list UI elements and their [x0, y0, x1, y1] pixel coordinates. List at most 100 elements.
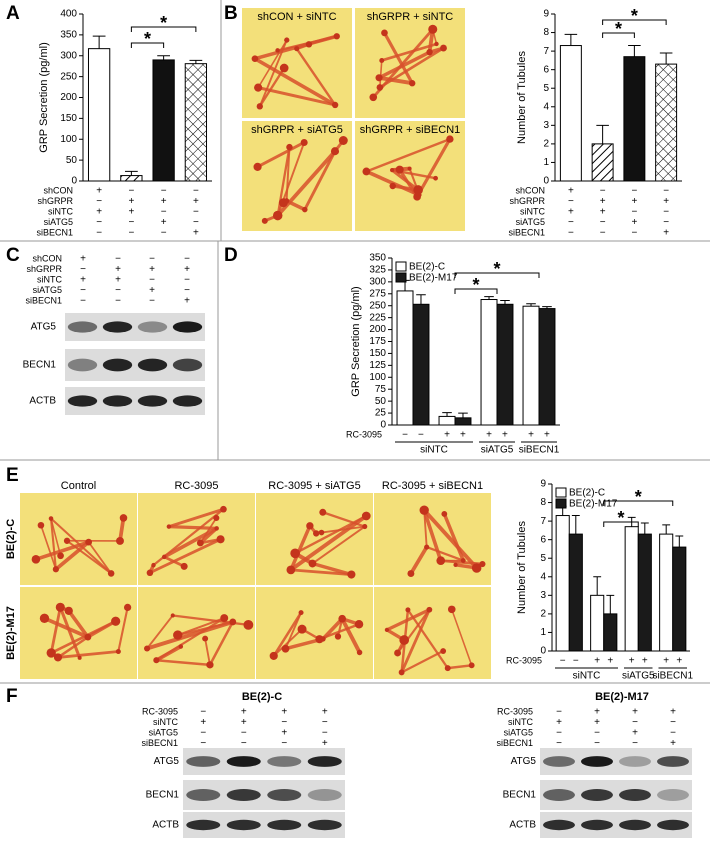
- cell-cluster: [108, 570, 115, 577]
- error-bar: [442, 413, 452, 417]
- condition-mark: −: [600, 186, 606, 197]
- blot-band: [138, 359, 167, 372]
- blot-band: [543, 820, 575, 830]
- condition-mark: −: [281, 717, 287, 728]
- error-bar: [93, 36, 106, 49]
- cell-cluster: [253, 163, 261, 171]
- condition-mark: −: [600, 217, 606, 228]
- condition-mark: +: [528, 430, 534, 441]
- cell-cluster: [448, 606, 456, 614]
- error-bar: [641, 523, 649, 534]
- condition-mark: +: [200, 717, 206, 728]
- condition-mark: +: [594, 707, 600, 718]
- blot-band: [173, 321, 202, 332]
- condition-mark: +: [184, 296, 190, 307]
- condition-mark: −: [631, 228, 637, 239]
- condition-label: RC-3095: [506, 655, 542, 665]
- micrograph: [242, 121, 352, 231]
- blot-band: [186, 789, 220, 801]
- bar: [121, 176, 142, 181]
- group-label: siATG5: [622, 671, 655, 682]
- y-tick-label: 1: [543, 157, 549, 168]
- blot-band: [619, 756, 651, 767]
- blot-band: [173, 395, 202, 406]
- condition-mark: −: [80, 296, 86, 307]
- condition-mark: −: [670, 717, 676, 728]
- blot-band: [173, 359, 202, 372]
- cell-cluster: [270, 652, 278, 660]
- cell-cluster: [390, 168, 394, 172]
- condition-mark: +: [460, 430, 466, 441]
- cell-cluster: [389, 183, 395, 189]
- condition-mark: +: [663, 228, 669, 239]
- condition-label: siBECN1: [141, 738, 178, 748]
- condition-mark: +: [486, 430, 492, 441]
- y-tick-label: 75: [375, 384, 387, 395]
- condition-mark: −: [241, 738, 247, 749]
- cell-cluster: [286, 144, 292, 150]
- condition-mark: +: [322, 738, 328, 749]
- bar: [523, 306, 539, 425]
- condition-mark: −: [161, 207, 167, 218]
- bar: [153, 60, 174, 181]
- condition-mark: +: [631, 217, 637, 228]
- cell-cluster: [252, 55, 259, 62]
- legend-swatch: [396, 273, 406, 282]
- condition-mark: −: [115, 296, 121, 307]
- significance-star: *: [160, 13, 167, 33]
- significance-star: *: [617, 508, 624, 528]
- condition-mark: −: [115, 254, 121, 265]
- panel-label: F: [6, 686, 18, 707]
- condition-mark: +: [632, 707, 638, 718]
- cell-cluster: [40, 614, 49, 623]
- blot-band: [543, 756, 575, 767]
- condition-mark: −: [184, 285, 190, 296]
- blot-band: [227, 789, 261, 801]
- condition-mark: −: [161, 186, 167, 197]
- condition-label: siATG5: [504, 727, 533, 737]
- condition-mark: −: [600, 228, 606, 239]
- condition-mark: −: [149, 254, 155, 265]
- condition-mark: −: [149, 296, 155, 307]
- bar: [560, 46, 581, 181]
- condition-mark: −: [556, 707, 562, 718]
- cell-cluster: [362, 524, 367, 529]
- condition-mark: −: [632, 738, 638, 749]
- cell-cluster: [220, 506, 227, 513]
- condition-mark: −: [568, 217, 574, 228]
- condition-mark: −: [96, 196, 102, 207]
- condition-label: shCON: [515, 185, 545, 195]
- cell-cluster: [309, 560, 317, 568]
- cell-cluster: [420, 505, 429, 514]
- y-axis-label: Number of Tubules: [516, 521, 528, 614]
- group-label: siNTC: [420, 445, 448, 456]
- significance-star: *: [635, 487, 642, 507]
- blot-band: [308, 756, 342, 767]
- group-label: siNTC: [573, 671, 601, 682]
- blot-band: [267, 756, 301, 767]
- condition-mark: −: [560, 656, 566, 667]
- cell-cluster: [197, 540, 204, 547]
- condition-mark: −: [631, 207, 637, 218]
- cell-cluster: [369, 94, 377, 102]
- y-tick-label: 6: [543, 64, 549, 75]
- y-tick-label: 325: [369, 265, 386, 276]
- cell-cluster: [64, 538, 70, 544]
- cell-cluster: [54, 653, 62, 661]
- condition-label: siATG5: [149, 727, 178, 737]
- cell-cluster: [32, 555, 41, 564]
- condition-mark: −: [193, 186, 199, 197]
- blot-band: [581, 820, 613, 830]
- y-tick-label: 300: [369, 276, 386, 287]
- condition-label: shCON: [32, 253, 62, 263]
- cell-cluster: [282, 645, 290, 653]
- cell-cluster: [379, 58, 384, 63]
- cell-cluster: [377, 84, 384, 91]
- cell-cluster: [405, 607, 410, 612]
- band-label: ATG5: [31, 322, 57, 333]
- band-label: BECN1: [503, 790, 537, 801]
- micrograph-row-label: BE(2)-C: [5, 519, 17, 559]
- cell-cluster: [151, 563, 155, 567]
- y-tick-label: 2: [540, 609, 546, 620]
